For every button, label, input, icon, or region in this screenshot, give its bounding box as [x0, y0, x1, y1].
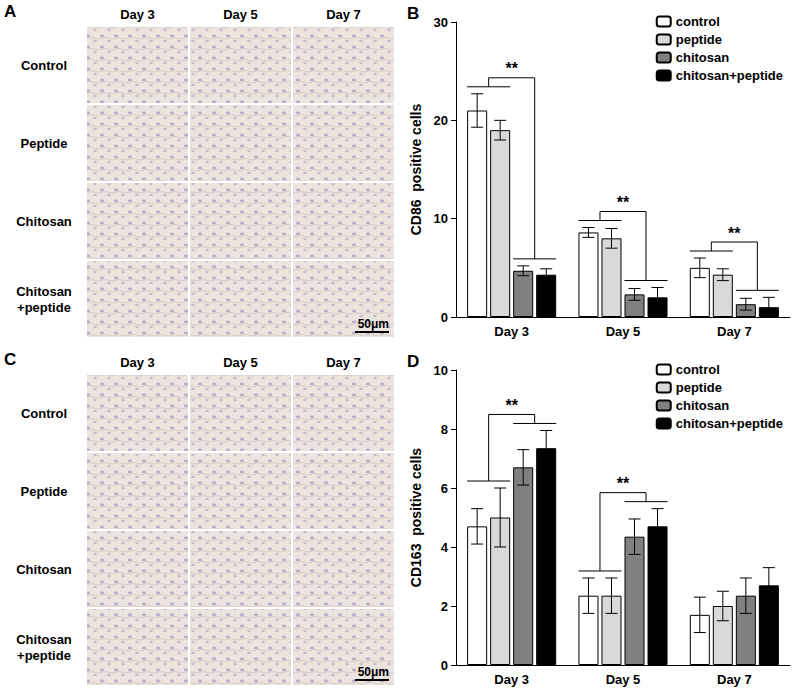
svg-text:**: ** — [617, 475, 630, 492]
svg-text:control: control — [676, 14, 720, 29]
svg-text:Day 3: Day 3 — [494, 672, 529, 687]
svg-text:**: ** — [505, 397, 518, 414]
svg-text:**: ** — [505, 60, 518, 77]
svg-text:chitosan: chitosan — [676, 50, 730, 65]
svg-text:chitosan: chitosan — [676, 398, 730, 413]
svg-text:6: 6 — [441, 481, 448, 496]
svg-text:peptide: peptide — [676, 380, 722, 395]
svg-text:A: A — [4, 2, 16, 21]
svg-text:Day 7: Day 7 — [326, 7, 361, 22]
svg-text:4: 4 — [441, 540, 449, 555]
svg-text:Control: Control — [21, 58, 67, 73]
svg-text:10: 10 — [434, 363, 448, 378]
svg-text:Day 3: Day 3 — [120, 7, 155, 22]
svg-text:Day 7: Day 7 — [326, 355, 361, 370]
svg-text:chitosan+peptide: chitosan+peptide — [676, 416, 783, 431]
svg-text:CD163 positive cells: CD163 positive cells — [408, 448, 424, 588]
svg-text:50μm: 50μm — [358, 317, 389, 331]
svg-text:20: 20 — [434, 113, 448, 128]
svg-text:D: D — [407, 352, 419, 371]
svg-text:Day 5: Day 5 — [606, 324, 641, 339]
svg-text:Day 5: Day 5 — [223, 7, 258, 22]
svg-text:Chitosan+peptide: Chitosan+peptide — [16, 632, 72, 663]
svg-text:C: C — [4, 350, 16, 369]
svg-text:2: 2 — [441, 599, 448, 614]
svg-text:Chitosan+peptide: Chitosan+peptide — [16, 284, 72, 315]
svg-text:0: 0 — [441, 658, 448, 673]
svg-text:CD86 positive cells: CD86 positive cells — [408, 104, 424, 236]
svg-text:8: 8 — [441, 422, 448, 437]
svg-text:0: 0 — [441, 310, 448, 325]
svg-text:control: control — [676, 362, 720, 377]
svg-text:peptide: peptide — [676, 32, 722, 47]
svg-text:30: 30 — [434, 15, 448, 30]
svg-text:Peptide: Peptide — [21, 484, 68, 499]
svg-text:Day 5: Day 5 — [223, 355, 258, 370]
svg-text:chitosan+peptide: chitosan+peptide — [676, 68, 783, 83]
svg-text:Chitosan: Chitosan — [16, 214, 72, 229]
svg-text:**: ** — [617, 194, 630, 211]
svg-text:Day 7: Day 7 — [717, 324, 752, 339]
svg-text:Day 3: Day 3 — [120, 355, 155, 370]
svg-text:Peptide: Peptide — [21, 136, 68, 151]
svg-text:50μm: 50μm — [358, 665, 389, 679]
svg-text:B: B — [407, 4, 419, 23]
svg-text:**: ** — [728, 225, 741, 242]
svg-text:Control: Control — [21, 406, 67, 421]
svg-text:10: 10 — [434, 211, 448, 226]
svg-text:Day 5: Day 5 — [606, 672, 641, 687]
svg-text:Chitosan: Chitosan — [16, 562, 72, 577]
svg-text:Day 3: Day 3 — [494, 324, 529, 339]
svg-text:Day 7: Day 7 — [717, 672, 752, 687]
